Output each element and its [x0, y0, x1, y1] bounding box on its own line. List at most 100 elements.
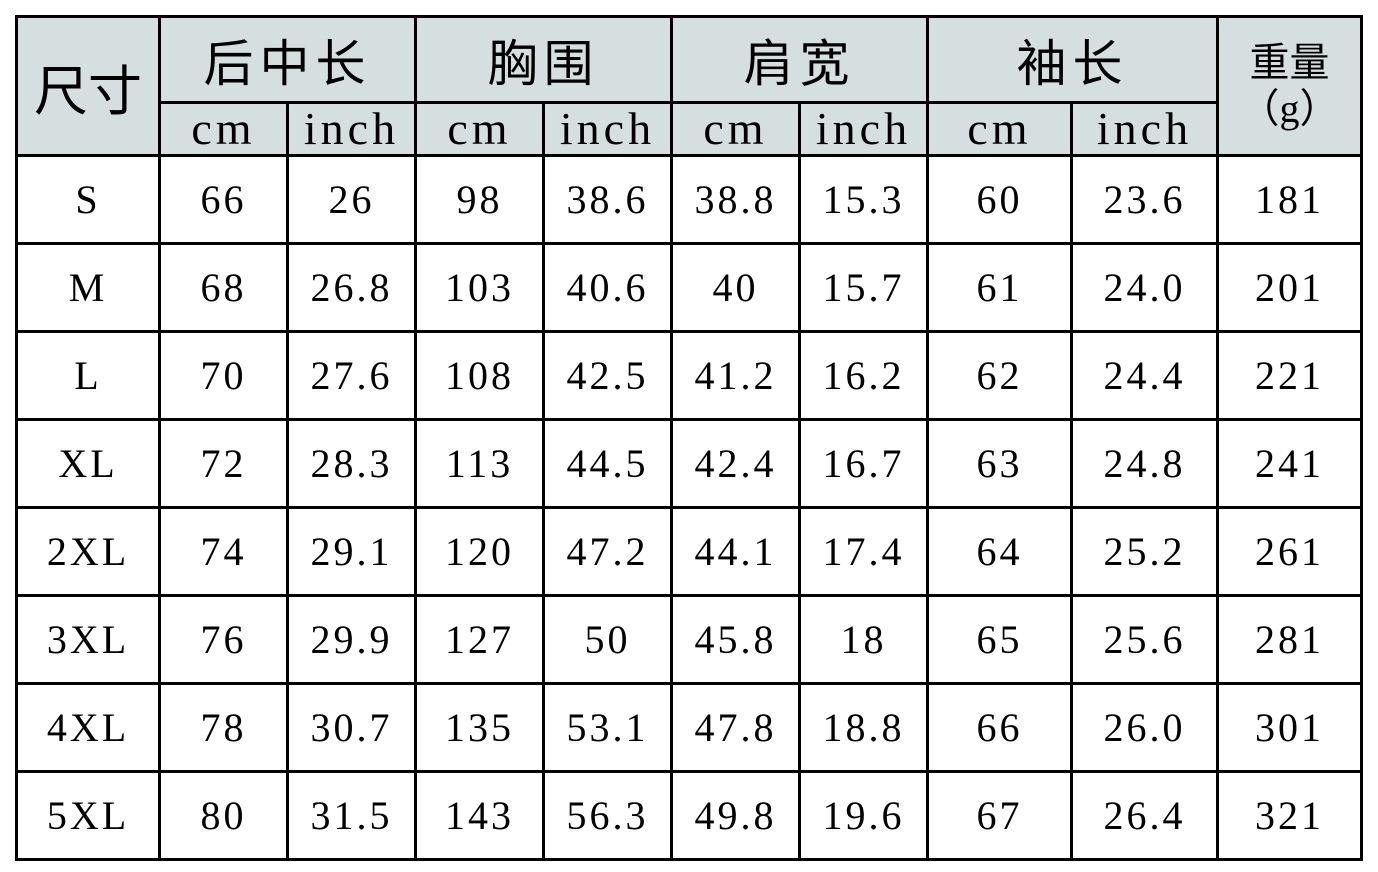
cell-weight-g: 241 [1216, 418, 1363, 509]
cell-shoulder-inch: 19.6 [798, 770, 929, 861]
cell-shoulder-cm: 42.4 [670, 418, 801, 509]
unit-header-inch: inch [798, 101, 929, 157]
cell-back-length-cm: 74 [158, 506, 289, 597]
unit-header-inch: inch [1070, 101, 1219, 157]
size-chart-table: 尺寸 后中长 胸围 肩宽 袖长 重量 （g） cm inch cm inch cm inc… [15, 15, 1363, 861]
cell-sleeve-cm: 60 [926, 154, 1073, 245]
table-row: XL 72 28.3 113 44.5 42.4 16.7 63 24.8 241 [15, 418, 1363, 509]
cell-weight-g: 301 [1216, 682, 1363, 773]
cell-sleeve-inch: 24.0 [1070, 242, 1219, 333]
cell-size: S [15, 154, 161, 245]
cell-shoulder-inch: 15.7 [798, 242, 929, 333]
unit-header-cm: cm [414, 101, 545, 157]
header-weight-label: 重量 [1249, 40, 1330, 85]
cell-back-length-cm: 66 [158, 154, 289, 245]
unit-header-cm: cm [158, 101, 289, 157]
cell-size: XL [15, 418, 161, 509]
cell-sleeve-cm: 63 [926, 418, 1073, 509]
cell-shoulder-inch: 15.3 [798, 154, 929, 245]
cell-shoulder-cm: 49.8 [670, 770, 801, 861]
cell-shoulder-inch: 18.8 [798, 682, 929, 773]
unit-header-inch: inch [542, 101, 673, 157]
header-weight: 重量 （g） [1216, 15, 1363, 157]
header-size: 尺寸 [15, 15, 161, 157]
cell-back-length-cm: 80 [158, 770, 289, 861]
cell-chest-inch: 44.5 [542, 418, 673, 509]
cell-sleeve-cm: 67 [926, 770, 1073, 861]
cell-shoulder-cm: 45.8 [670, 594, 801, 685]
cell-chest-cm: 135 [414, 682, 545, 773]
cell-sleeve-cm: 62 [926, 330, 1073, 421]
cell-sleeve-inch: 24.4 [1070, 330, 1219, 421]
cell-shoulder-inch: 16.7 [798, 418, 929, 509]
cell-sleeve-cm: 64 [926, 506, 1073, 597]
cell-shoulder-inch: 18 [798, 594, 929, 685]
cell-chest-inch: 47.2 [542, 506, 673, 597]
unit-header-cm: cm [926, 101, 1073, 157]
unit-header-cm: cm [670, 101, 801, 157]
cell-shoulder-cm: 41.2 [670, 330, 801, 421]
cell-sleeve-inch: 26.4 [1070, 770, 1219, 861]
cell-back-length-cm: 78 [158, 682, 289, 773]
cell-size: 5XL [15, 770, 161, 861]
cell-chest-cm: 103 [414, 242, 545, 333]
header-chest: 胸围 [414, 15, 673, 104]
cell-back-length-inch: 29.1 [286, 506, 417, 597]
cell-back-length-inch: 29.9 [286, 594, 417, 685]
unit-header-inch: inch [286, 101, 417, 157]
cell-weight-g: 201 [1216, 242, 1363, 333]
cell-back-length-inch: 31.5 [286, 770, 417, 861]
cell-back-length-cm: 70 [158, 330, 289, 421]
cell-size: M [15, 242, 161, 333]
cell-chest-cm: 98 [414, 154, 545, 245]
cell-back-length-inch: 28.3 [286, 418, 417, 509]
cell-chest-cm: 127 [414, 594, 545, 685]
cell-chest-inch: 38.6 [542, 154, 673, 245]
cell-chest-cm: 113 [414, 418, 545, 509]
cell-weight-g: 261 [1216, 506, 1363, 597]
cell-chest-inch: 40.6 [542, 242, 673, 333]
cell-back-length-cm: 68 [158, 242, 289, 333]
cell-weight-g: 181 [1216, 154, 1363, 245]
header-shoulder: 肩宽 [670, 15, 929, 104]
cell-sleeve-inch: 26.0 [1070, 682, 1219, 773]
cell-shoulder-cm: 44.1 [670, 506, 801, 597]
table-row: 4XL 78 30.7 135 53.1 47.8 18.8 66 26.0 301 [15, 682, 1363, 773]
cell-size: L [15, 330, 161, 421]
table-row: L 70 27.6 108 42.5 41.2 16.2 62 24.4 221 [15, 330, 1363, 421]
cell-shoulder-inch: 16.2 [798, 330, 929, 421]
table-row: 3XL 76 29.9 127 50 45.8 18 65 25.6 281 [15, 594, 1363, 685]
cell-back-length-inch: 26 [286, 154, 417, 245]
cell-chest-cm: 120 [414, 506, 545, 597]
cell-sleeve-inch: 24.8 [1070, 418, 1219, 509]
cell-size: 3XL [15, 594, 161, 685]
header-back-length: 后中长 [158, 15, 417, 104]
cell-weight-g: 281 [1216, 594, 1363, 685]
header-sleeve: 袖长 [926, 15, 1219, 104]
cell-shoulder-cm: 40 [670, 242, 801, 333]
cell-sleeve-inch: 25.6 [1070, 594, 1219, 685]
table-row: M 68 26.8 103 40.6 40 15.7 61 24.0 201 [15, 242, 1363, 333]
table-row: S 66 26 98 38.6 38.8 15.3 60 23.6 181 [15, 154, 1363, 245]
cell-back-length-inch: 27.6 [286, 330, 417, 421]
table-row: 5XL 80 31.5 143 56.3 49.8 19.6 67 26.4 321 [15, 770, 1363, 861]
cell-chest-inch: 42.5 [542, 330, 673, 421]
cell-sleeve-cm: 61 [926, 242, 1073, 333]
cell-chest-inch: 50 [542, 594, 673, 685]
cell-weight-g: 321 [1216, 770, 1363, 861]
cell-chest-inch: 53.1 [542, 682, 673, 773]
cell-shoulder-inch: 17.4 [798, 506, 929, 597]
cell-back-length-inch: 30.7 [286, 682, 417, 773]
cell-sleeve-inch: 25.2 [1070, 506, 1219, 597]
cell-sleeve-cm: 66 [926, 682, 1073, 773]
cell-chest-cm: 108 [414, 330, 545, 421]
cell-shoulder-cm: 47.8 [670, 682, 801, 773]
cell-shoulder-cm: 38.8 [670, 154, 801, 245]
cell-sleeve-cm: 65 [926, 594, 1073, 685]
cell-weight-g: 221 [1216, 330, 1363, 421]
cell-back-length-inch: 26.8 [286, 242, 417, 333]
cell-back-length-cm: 76 [158, 594, 289, 685]
cell-sleeve-inch: 23.6 [1070, 154, 1219, 245]
cell-chest-cm: 143 [414, 770, 545, 861]
header-weight-unit: （g） [1239, 86, 1340, 131]
